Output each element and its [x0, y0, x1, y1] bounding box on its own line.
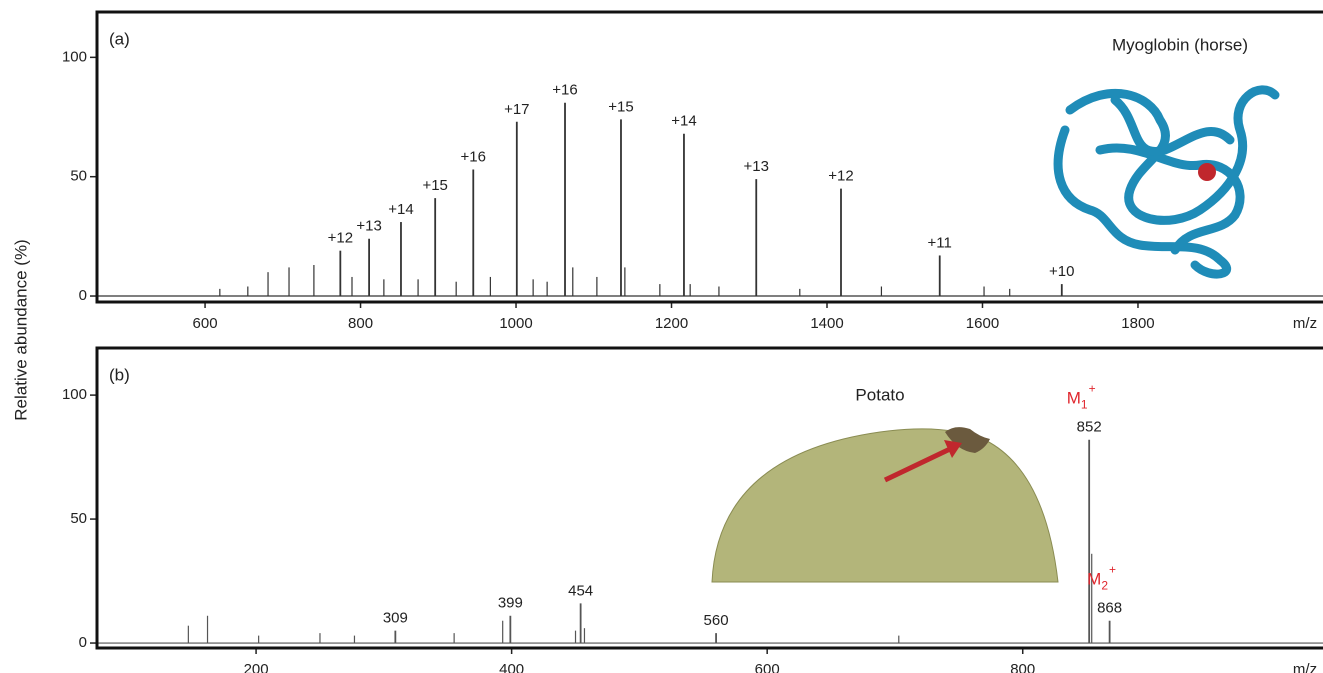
x-tick-label: 1200: [655, 315, 688, 332]
ion-base: M: [1067, 389, 1081, 408]
y-tick-label: 100: [62, 386, 87, 403]
peak-label: +17: [504, 101, 529, 118]
heme-illustration: [1198, 163, 1216, 181]
ion-label: M2+: [1087, 563, 1116, 593]
frame: [95, 10, 1323, 304]
peak-label: +13: [356, 218, 381, 235]
x-tick-label: 800: [348, 315, 373, 332]
panel-label: (a): [109, 29, 130, 48]
ion-sup: +: [1089, 382, 1096, 396]
peak-label: 454: [568, 582, 593, 599]
x-tick-label: 1000: [499, 315, 532, 332]
x-tick-label: 800: [1010, 661, 1035, 673]
x-tick-label: 600: [193, 315, 218, 332]
ion-label: M1+: [1067, 382, 1096, 412]
peak-label: +10: [1049, 263, 1074, 280]
peak-label: +14: [388, 201, 413, 218]
peak-label: +14: [671, 113, 696, 130]
peak-label: 309: [383, 610, 408, 627]
peak-label: 868: [1097, 600, 1122, 617]
x-tick-label: 1800: [1121, 315, 1154, 332]
frame: [95, 346, 1323, 650]
ion-sup: +: [1109, 563, 1116, 577]
y-axis-label: Relative abundance (%): [11, 239, 30, 420]
ion-sub: 2: [1101, 579, 1108, 593]
y-tick-label: 0: [79, 634, 87, 651]
x-axis-label: m/z: [1293, 315, 1317, 332]
peak-label: +15: [608, 98, 633, 115]
ion-sub: 1: [1081, 398, 1088, 412]
peak-label: +13: [744, 158, 769, 175]
x-tick-label: 1400: [810, 315, 843, 332]
peak-label: +16: [461, 148, 486, 165]
peak-label: +11: [928, 234, 952, 251]
panel-label: (b): [109, 365, 130, 384]
peak-label: +12: [828, 168, 853, 185]
peak-label: 399: [498, 595, 523, 612]
peak-label: 852: [1077, 419, 1102, 436]
x-tick-label: 400: [499, 661, 524, 673]
y-tick-label: 100: [62, 48, 87, 65]
arrow-head-illustration: [944, 440, 962, 458]
protein-illustration: [1053, 85, 1280, 279]
y-tick-label: 0: [79, 287, 87, 304]
peak-label: 560: [704, 612, 729, 629]
arrow-illustration: [883, 446, 952, 483]
x-tick-label: 600: [755, 661, 780, 673]
y-tick-label: 50: [70, 168, 87, 185]
peak-label: +16: [552, 82, 577, 99]
x-axis-label: m/z: [1293, 661, 1317, 673]
peak-label: +12: [328, 230, 353, 247]
x-tick-label: 200: [244, 661, 269, 673]
inset-title: Myoglobin (horse): [1112, 35, 1248, 54]
y-tick-label: 50: [70, 510, 87, 527]
potato-illustration: [711, 428, 1059, 583]
x-tick-label: 1600: [966, 315, 999, 332]
peak-label: +15: [422, 177, 447, 194]
inset-title: Potato: [855, 385, 904, 404]
ion-base: M: [1087, 570, 1101, 589]
potato-peel-illustration: [945, 427, 990, 453]
